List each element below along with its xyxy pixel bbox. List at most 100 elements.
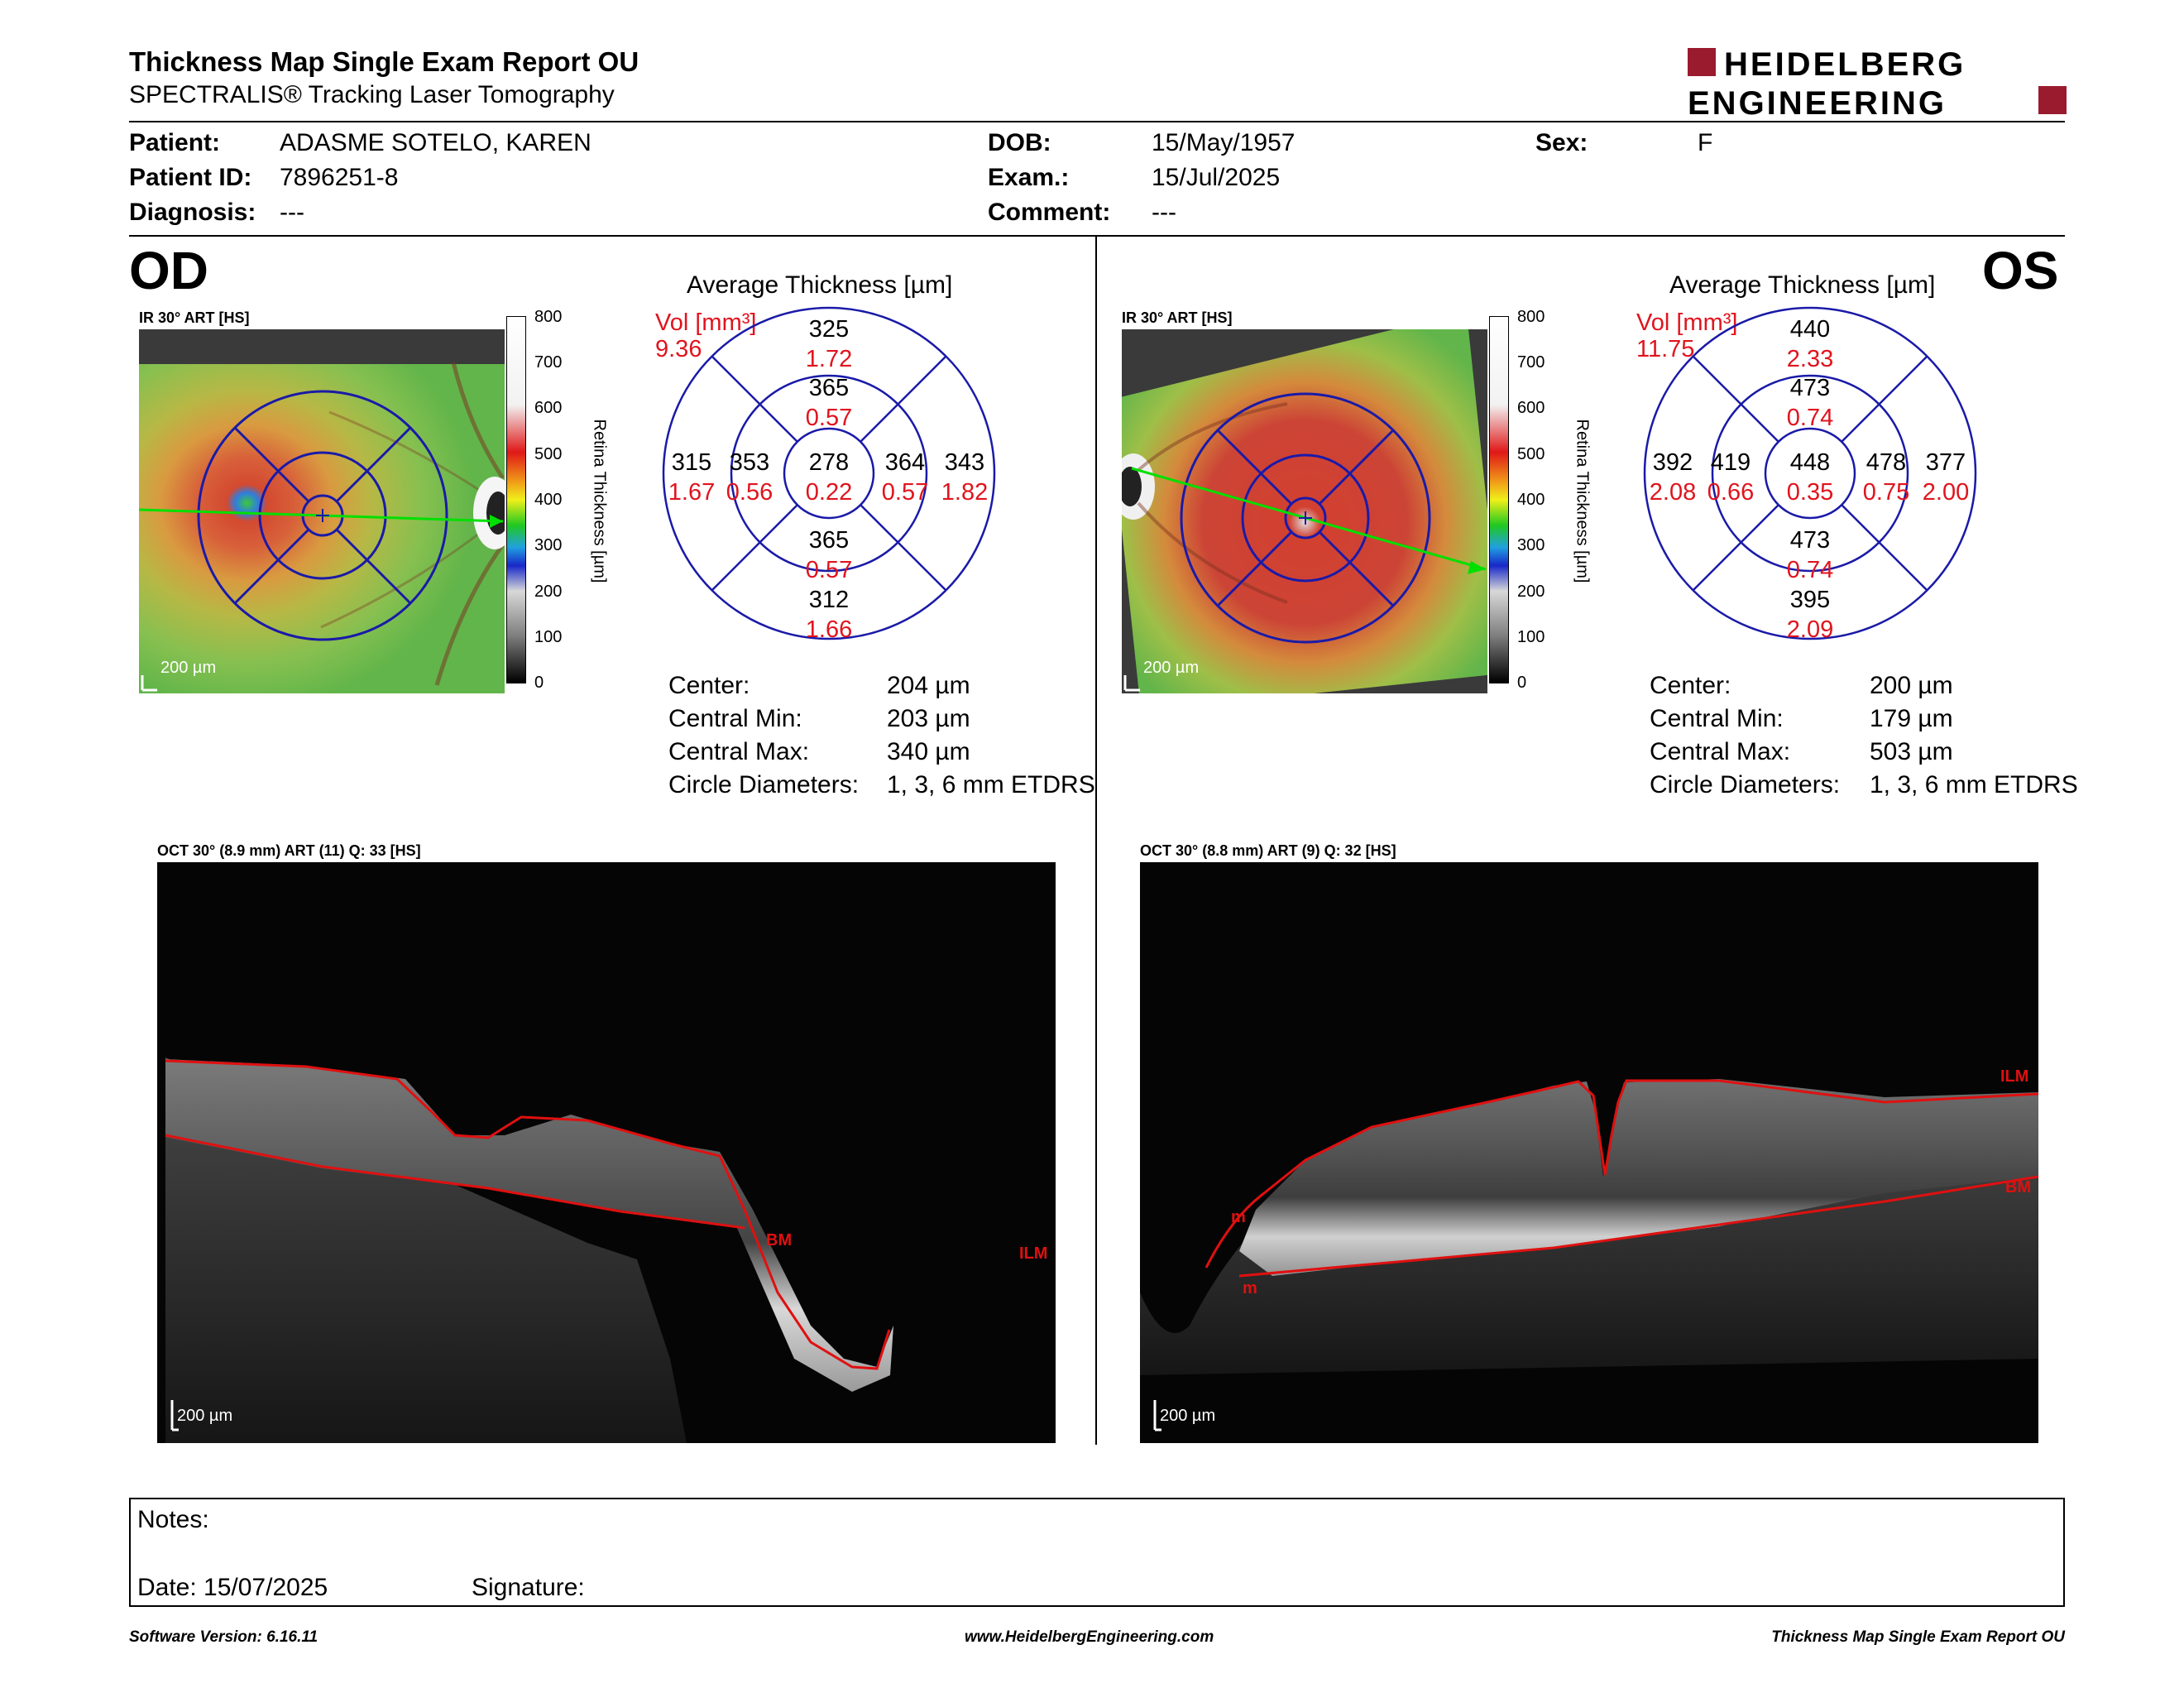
os-ir-label: IR 30° ART [HS]: [1122, 309, 1233, 326]
os-stat-center-label: Center:: [1650, 672, 1731, 699]
od-outer-sup-vol: 1.72: [806, 346, 852, 372]
patient-label: Patient:: [129, 129, 221, 156]
dob-value: 15/May/1957: [1152, 129, 1296, 156]
os-outer-sup-vol: 2.33: [1787, 346, 1833, 372]
patient-id-label: Patient ID:: [129, 164, 252, 191]
date-label: Date: 15/07/2025: [137, 1574, 328, 1601]
dob-label: DOB:: [988, 129, 1051, 156]
report-title: Thickness Map Single Exam Report OU: [129, 46, 639, 77]
os-seg-bm: BM: [2005, 1178, 2032, 1196]
od-inner-inf-thickness: 365: [809, 527, 849, 554]
os-scale-label: Retina Thickness [µm]: [1573, 419, 1592, 583]
exam-label: Exam.:: [988, 164, 1070, 191]
od-stat-max-label: Central Max:: [668, 738, 810, 765]
os-oct-scan: [1140, 862, 2038, 1443]
od-outer-inf-vol: 1.66: [806, 616, 852, 643]
os-oct-scale: 200 µm: [1160, 1407, 1216, 1425]
os-avg-title: Average Thickness [µm]: [1669, 271, 1936, 299]
od-etdrs-grid: 325 1.72 365 0.57 278 0.22 315 1.67 353 …: [662, 306, 996, 643]
os-stat-diam-value: 1, 3, 6 mm ETDRS: [1870, 771, 2078, 798]
signature-label: Signature:: [472, 1574, 585, 1601]
os-stat-min-value: 179 µm: [1870, 705, 1953, 732]
od-avg-title: Average Thickness [µm]: [687, 271, 953, 299]
os-outer-nasal-thickness: 377: [1926, 449, 1966, 476]
os-inner-sup-vol: 0.74: [1787, 405, 1833, 431]
od-stat-center-label: Center:: [668, 672, 750, 699]
od-ir-label: IR 30° ART [HS]: [139, 309, 250, 326]
od-ir-scale: 200 µm: [160, 659, 217, 677]
od-inner-sup-vol: 0.57: [806, 405, 852, 431]
os-stat-max-label: Central Max:: [1650, 738, 1791, 765]
od-vol-total: 9.36: [655, 336, 702, 362]
os-fundus-image: [1122, 329, 1487, 693]
os-seg-m-lower: m: [1243, 1279, 1257, 1297]
od-seg-bm: BM: [766, 1231, 793, 1249]
od-outer-temp-thickness: 315: [672, 449, 711, 476]
od-stat-max-value: 340 µm: [887, 738, 970, 765]
od-outer-inf-thickness: 312: [809, 587, 849, 613]
od-stat-min-label: Central Min:: [668, 705, 802, 732]
od-oct-scale: 200 µm: [177, 1407, 233, 1425]
os-ir-scale: 200 µm: [1143, 659, 1200, 677]
od-oct-scan: [157, 862, 1056, 1443]
os-seg-m-upper: m: [1231, 1208, 1246, 1226]
comment-value: ---: [1152, 199, 1176, 226]
od-stat-center-value: 204 µm: [887, 672, 970, 699]
od-outer-sup-thickness: 325: [809, 316, 849, 343]
os-vol-total: 11.75: [1636, 336, 1695, 362]
os-oct-label: OCT 30° (8.8 mm) ART (9) Q: 32 [HS]: [1140, 842, 1396, 859]
comment-label: Comment:: [988, 199, 1111, 226]
os-etdrs-grid: 440 2.33 473 0.74 448 0.35 392 2.08 419 …: [1643, 306, 1977, 643]
heidelberg-logo: HEIDELBERG ENGINEERING: [1688, 45, 2068, 122]
od-fundus-image: [139, 329, 505, 693]
os-inner-nasal-vol: 0.75: [1863, 479, 1909, 506]
diagnosis-value: ---: [280, 199, 304, 226]
od-stat-diam-label: Circle Diameters:: [668, 771, 860, 798]
od-inner-nasal-vol: 0.57: [882, 479, 928, 506]
od-seg-ilm: ILM: [1019, 1244, 1048, 1263]
os-inner-temp-vol: 0.66: [1707, 479, 1754, 506]
footer-website[interactable]: www.HeidelbergEngineering.com: [965, 1628, 1214, 1646]
eye-divider: [1095, 237, 1097, 1445]
od-inner-temp-thickness: 353: [730, 449, 769, 476]
os-outer-inf-thickness: 395: [1790, 587, 1830, 613]
os-inner-temp-thickness: 419: [1711, 449, 1751, 476]
os-inner-nasal-thickness: 478: [1866, 449, 1906, 476]
od-inner-sup-thickness: 365: [809, 375, 849, 401]
od-color-scale: [506, 316, 526, 683]
os-seg-ilm: ILM: [2000, 1067, 2029, 1086]
exam-value: 15/Jul/2025: [1152, 164, 1281, 191]
os-stat-min-label: Central Min:: [1650, 705, 1784, 732]
od-eye-label: OD: [129, 241, 208, 300]
os-outer-nasal-vol: 2.00: [1923, 479, 1969, 506]
footer-report: Thickness Map Single Exam Report OU: [1771, 1628, 2065, 1646]
od-inner-temp-vol: 0.56: [726, 479, 773, 506]
os-stat-center-value: 200 µm: [1870, 672, 1953, 699]
od-inner-nasal-thickness: 364: [885, 449, 925, 476]
od-center-vol: 0.22: [806, 479, 852, 506]
os-center-vol: 0.35: [1787, 479, 1833, 506]
od-outer-nasal-vol: 1.82: [941, 479, 988, 506]
os-inner-sup-thickness: 473: [1790, 375, 1830, 401]
od-stat-min-value: 203 µm: [887, 705, 970, 732]
os-vol-label: Vol [mm³]: [1636, 309, 1738, 336]
header-divider: [129, 121, 2065, 122]
od-scale-label: Retina Thickness [µm]: [590, 419, 609, 583]
os-outer-temp-thickness: 392: [1653, 449, 1693, 476]
od-outer-temp-vol: 1.67: [668, 479, 715, 506]
os-outer-temp-vol: 2.08: [1650, 479, 1696, 506]
od-stat-diam-value: 1, 3, 6 mm ETDRS: [887, 771, 1095, 798]
os-outer-inf-vol: 2.09: [1787, 616, 1833, 643]
logo-line1: HEIDELBERG: [1724, 46, 1966, 83]
os-eye-label: OS: [1982, 241, 2059, 300]
patient-name: ADASME SOTELO, KAREN: [280, 129, 592, 156]
os-stat-diam-label: Circle Diameters:: [1650, 771, 1841, 798]
od-oct-label: OCT 30° (8.9 mm) ART (11) Q: 33 [HS]: [157, 842, 421, 859]
os-inner-inf-vol: 0.74: [1787, 557, 1833, 583]
footer-software: Software Version: 6.16.11: [129, 1628, 318, 1646]
os-stat-max-value: 503 µm: [1870, 738, 1953, 765]
od-inner-inf-vol: 0.57: [806, 557, 852, 583]
os-outer-sup-thickness: 440: [1790, 316, 1830, 343]
sex-label: Sex:: [1535, 129, 1588, 156]
notes-box[interactable]: Notes: Date: 15/07/2025 Signature:: [129, 1498, 2065, 1607]
